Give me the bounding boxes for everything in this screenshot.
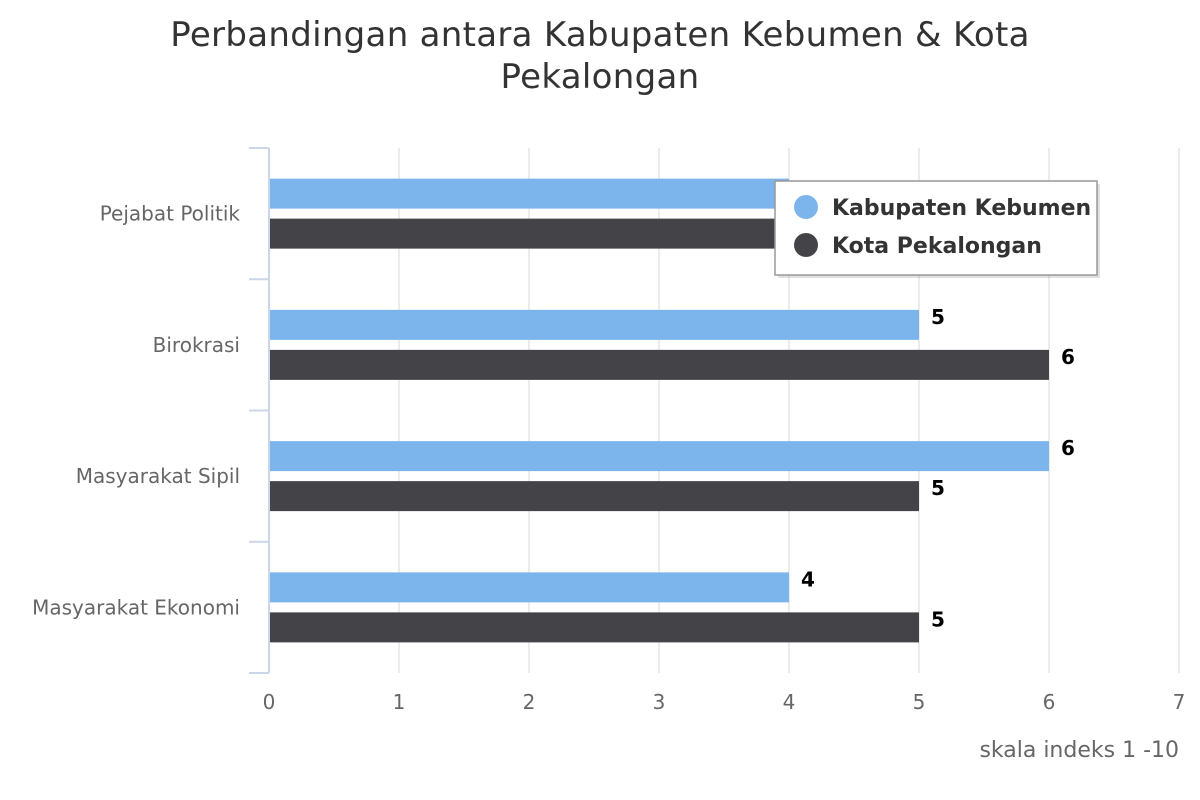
data-label: 5	[931, 305, 945, 329]
x-tick-label: 6	[1043, 690, 1056, 714]
x-tick-label: 5	[913, 690, 926, 714]
category-label: Masyarakat Sipil	[76, 464, 240, 488]
legend-label: Kabupaten Kebumen	[832, 196, 1091, 221]
legend-marker	[794, 195, 818, 219]
x-tick-label: 7	[1173, 690, 1186, 714]
legend-box	[774, 180, 1098, 276]
x-tick-label: 2	[523, 690, 536, 714]
bar	[270, 218, 789, 249]
data-label: 4	[801, 567, 815, 591]
x-tick-label: 3	[653, 690, 666, 714]
bar	[270, 481, 919, 512]
bar	[270, 349, 1049, 380]
bar	[270, 178, 789, 209]
bar	[270, 612, 919, 643]
bar	[270, 309, 919, 340]
legend-marker	[794, 233, 818, 257]
category-label: Birokrasi	[153, 333, 240, 357]
bar	[270, 572, 789, 603]
legend-label: Kota Pekalongan	[832, 234, 1042, 259]
chart-title-line-1: Perbandingan antara Kabupaten Kebumen & …	[170, 15, 1030, 55]
x-tick-label: 4	[783, 690, 796, 714]
bar	[270, 441, 1049, 472]
data-label: 5	[931, 476, 945, 500]
data-label: 6	[1061, 436, 1075, 460]
data-label: 6	[1061, 345, 1075, 369]
x-tick-label: 1	[393, 690, 406, 714]
chart-title: Perbandingan antara Kabupaten Kebumen & …	[0, 14, 1200, 98]
x-tick-label: 0	[263, 690, 276, 714]
data-label: 5	[931, 607, 945, 631]
x-axis-title: skala indeks 1 -10	[979, 738, 1179, 763]
chart-title-line-2: Pekalongan	[500, 57, 700, 97]
category-label: Pejabat Politik	[100, 202, 241, 226]
category-label: Masyarakat Ekonomi	[32, 595, 240, 619]
